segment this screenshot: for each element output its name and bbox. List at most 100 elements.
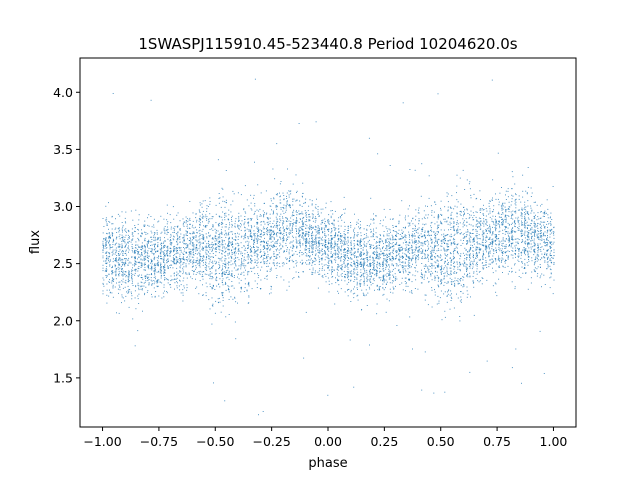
- data-point: [366, 276, 368, 278]
- data-point: [385, 260, 387, 262]
- data-point: [199, 215, 201, 217]
- data-point: [202, 236, 204, 238]
- data-point: [463, 212, 465, 214]
- data-point: [361, 274, 363, 276]
- data-point: [131, 275, 133, 277]
- data-point: [366, 281, 368, 282]
- data-point: [112, 278, 114, 280]
- data-point: [176, 262, 177, 264]
- data-point: [404, 236, 406, 238]
- data-point: [417, 242, 419, 244]
- data-point: [298, 243, 300, 244]
- data-point: [145, 232, 147, 234]
- data-point: [177, 247, 179, 249]
- data-point: [157, 244, 159, 246]
- data-point: [491, 241, 493, 243]
- data-point: [138, 239, 140, 240]
- data-point: [505, 217, 507, 219]
- data-point: [182, 224, 184, 226]
- data-point: [296, 230, 297, 232]
- data-point: [453, 222, 455, 224]
- data-point: [437, 215, 439, 216]
- data-point: [183, 239, 185, 241]
- data-point: [116, 268, 118, 270]
- data-point: [409, 252, 411, 254]
- data-point: [286, 203, 288, 205]
- data-point: [507, 232, 509, 234]
- data-point: [320, 243, 322, 245]
- data-point: [535, 214, 536, 216]
- data-point: [524, 212, 525, 214]
- data-point: [113, 278, 115, 280]
- data-point: [360, 241, 362, 243]
- data-point: [486, 267, 488, 268]
- data-point: [195, 287, 197, 289]
- data-point: [425, 257, 427, 259]
- data-point: [485, 245, 487, 247]
- data-point: [310, 234, 312, 236]
- data-point: [278, 232, 280, 234]
- data-point: [192, 252, 194, 254]
- data-point: [534, 261, 536, 263]
- data-point: [237, 269, 239, 271]
- data-point: [190, 233, 191, 235]
- data-point: [522, 249, 524, 251]
- data-point: [121, 294, 123, 296]
- data-point: [356, 274, 358, 276]
- data-point: [328, 283, 330, 285]
- data-point: [163, 284, 165, 286]
- data-point: [218, 246, 219, 248]
- data-point: [163, 259, 164, 261]
- data-point: [150, 250, 151, 252]
- data-point: [232, 242, 233, 244]
- data-point: [424, 243, 426, 245]
- data-point: [363, 284, 365, 286]
- data-point: [366, 229, 368, 231]
- data-point: [544, 216, 545, 217]
- data-point: [433, 231, 435, 233]
- data-point: [254, 242, 255, 243]
- data-point: [151, 283, 153, 285]
- data-point: [153, 254, 155, 256]
- data-point: [346, 264, 348, 266]
- data-point: [541, 257, 543, 259]
- data-point: [344, 243, 346, 245]
- data-point: [317, 214, 319, 215]
- data-point: [153, 243, 155, 245]
- data-point: [273, 230, 275, 232]
- data-point: [183, 225, 185, 227]
- data-point: [243, 256, 245, 258]
- data-point: [311, 247, 313, 249]
- data-point: [501, 223, 503, 225]
- data-point: [267, 254, 269, 255]
- data-point: [517, 255, 519, 257]
- data-point: [450, 267, 452, 269]
- data-point: [489, 228, 491, 230]
- data-point: [102, 218, 104, 219]
- data-point: [470, 210, 472, 212]
- data-point: [504, 247, 506, 249]
- data-point: [141, 246, 143, 248]
- data-point: [292, 244, 294, 246]
- data-point: [421, 277, 423, 279]
- data-point: [480, 199, 481, 200]
- data-point: [218, 261, 220, 263]
- data-point: [224, 255, 226, 257]
- data-point: [420, 247, 422, 249]
- data-point: [283, 195, 285, 196]
- data-point: [154, 276, 156, 278]
- data-point: [436, 241, 438, 243]
- data-point: [238, 233, 240, 235]
- data-point: [170, 280, 172, 282]
- data-point: [112, 286, 114, 288]
- data-point: [157, 286, 159, 288]
- data-point: [510, 246, 512, 248]
- data-point: [276, 254, 278, 256]
- data-point: [117, 253, 119, 254]
- data-point: [247, 248, 249, 249]
- data-point: [247, 244, 249, 246]
- data-point: [166, 250, 167, 252]
- data-point: [539, 233, 541, 234]
- data-point: [412, 256, 414, 258]
- data-point: [158, 295, 160, 297]
